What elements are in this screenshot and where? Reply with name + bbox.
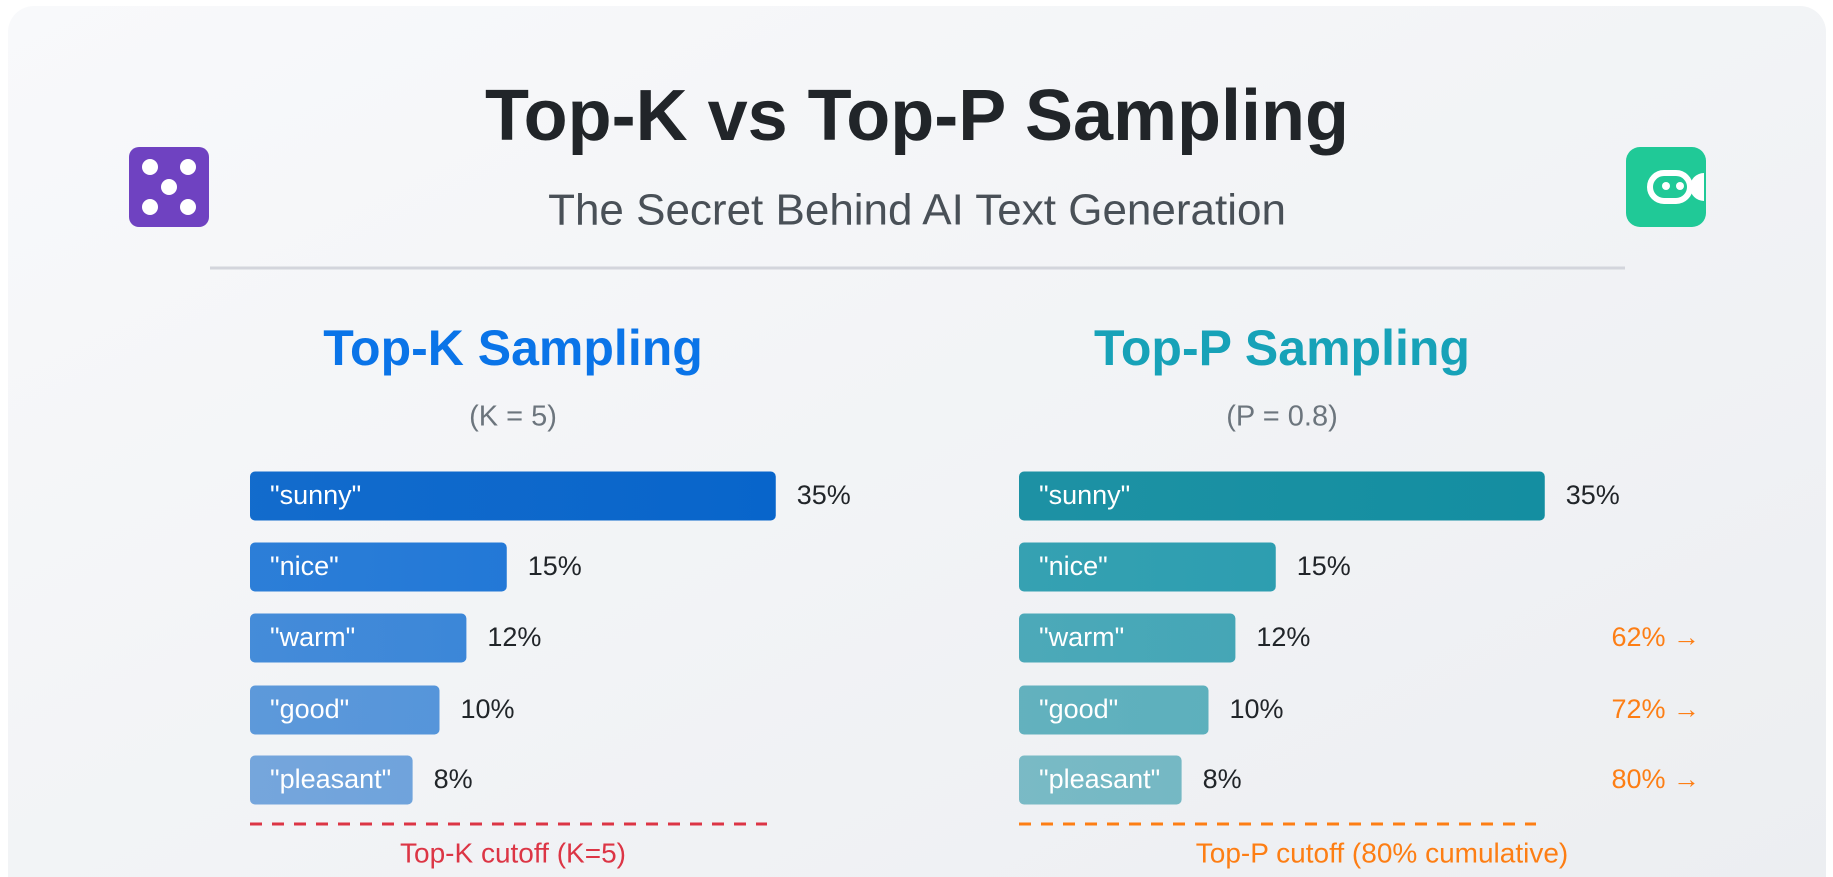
bar-label: "good" <box>270 694 349 724</box>
bar <box>250 755 413 805</box>
cutoff-label: Top-K cutoff (K=5) <box>400 837 626 868</box>
value-label: 12% <box>487 622 541 652</box>
bar <box>1019 613 1236 663</box>
bar-label: "warm" <box>270 622 355 652</box>
bar-label: "nice" <box>1039 551 1108 581</box>
value-label: 8% <box>434 764 473 794</box>
bar <box>250 685 440 735</box>
value-label: 35% <box>1566 480 1620 510</box>
value-label: 15% <box>1297 551 1351 581</box>
value-label: 10% <box>461 694 515 724</box>
bar-label: "sunny" <box>1039 480 1130 510</box>
main-title: Top-K vs Top-P Sampling <box>485 76 1349 156</box>
chart-title: Top-K Sampling <box>323 320 703 376</box>
bar <box>1019 542 1276 592</box>
value-label: 15% <box>528 551 582 581</box>
chart-subtitle: (K = 5) <box>469 401 557 433</box>
cumulative-label: 80% → <box>1611 764 1700 794</box>
bar-label: "sunny" <box>270 480 361 510</box>
bar <box>250 542 507 592</box>
ai-icon <box>1626 147 1706 227</box>
value-label: 8% <box>1203 764 1242 794</box>
cumulative-label: 62% → <box>1611 622 1700 652</box>
dice-icon <box>129 147 209 227</box>
cumulative-label: 72% → <box>1611 694 1700 724</box>
chart-subtitle: (P = 0.8) <box>1226 401 1338 433</box>
value-label: 10% <box>1230 694 1284 724</box>
bar-label: "nice" <box>270 551 339 581</box>
bar-label: "warm" <box>1039 622 1124 652</box>
bar <box>1019 471 1545 521</box>
bar <box>1019 685 1209 735</box>
value-label: 12% <box>1256 622 1310 652</box>
main-subtitle: The Secret Behind AI Text Generation <box>548 186 1286 235</box>
bar <box>250 613 467 663</box>
bar-label: "pleasant" <box>270 764 391 794</box>
bar <box>1019 755 1182 805</box>
cutoff-label: Top-P cutoff (80% cumulative) <box>1196 837 1568 868</box>
value-label: 35% <box>797 480 851 510</box>
bar-label: "pleasant" <box>1039 764 1160 794</box>
bar <box>250 471 776 521</box>
bar-label: "good" <box>1039 694 1118 724</box>
chart-title: Top-P Sampling <box>1094 320 1470 376</box>
